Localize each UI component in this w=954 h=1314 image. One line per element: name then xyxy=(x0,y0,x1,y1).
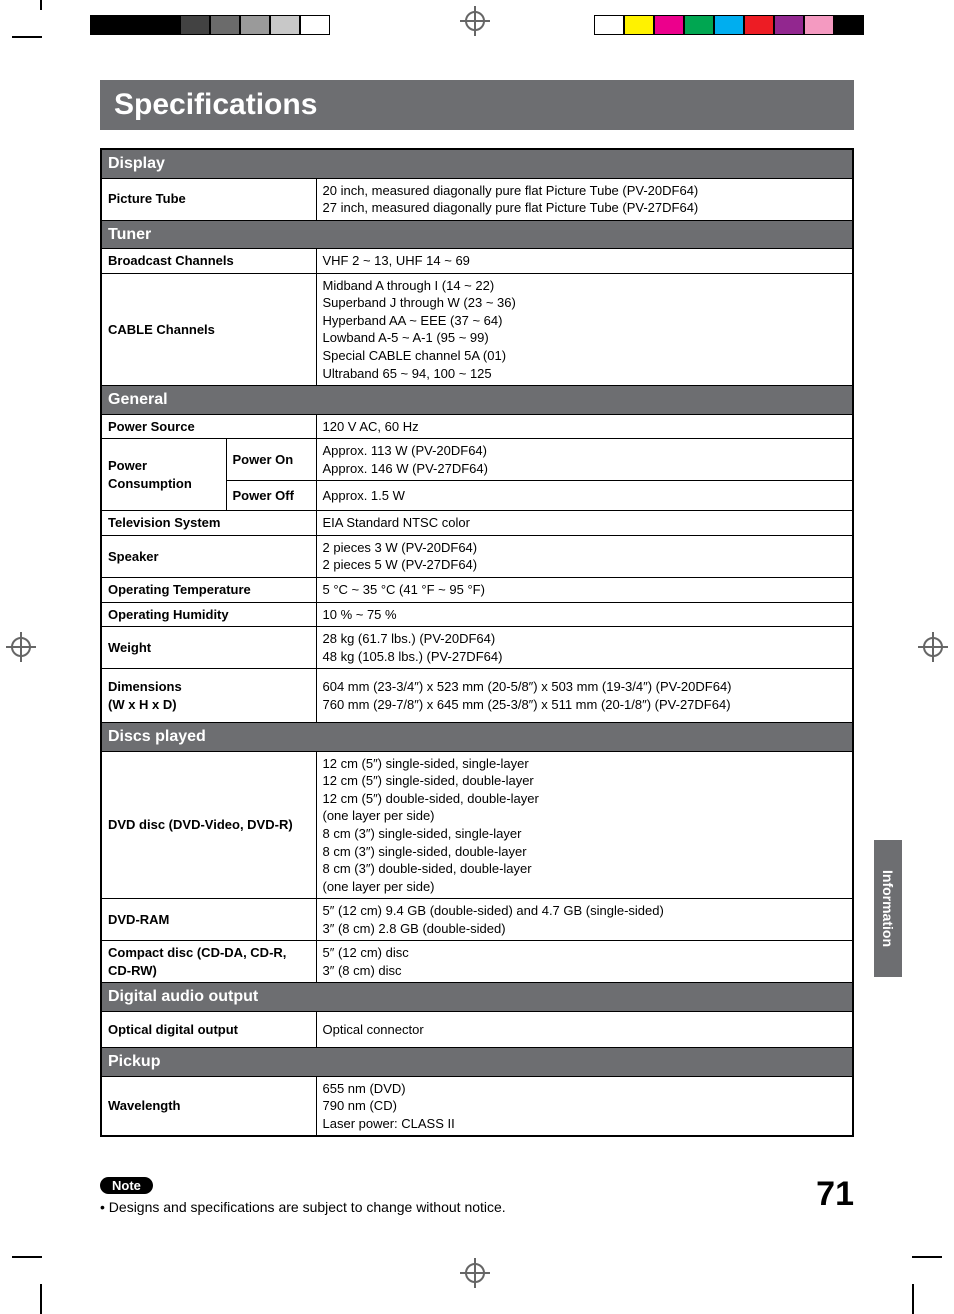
reg-cross-bottom xyxy=(460,1258,490,1288)
color-blocks xyxy=(594,15,864,35)
spec-label: Optical digital output xyxy=(101,1011,316,1047)
page-number: 71 xyxy=(816,1175,854,1214)
spec-table: DisplayPicture Tube20 inch, measured dia… xyxy=(100,148,854,1137)
spec-label: DVD-RAM xyxy=(101,899,316,941)
page-content: Specifications DisplayPicture Tube20 inc… xyxy=(100,80,854,1214)
spec-label: Picture Tube xyxy=(101,178,316,220)
spec-label: DVD disc (DVD-Video, DVD-R) xyxy=(101,751,316,898)
page-title: Specifications xyxy=(100,80,854,130)
spec-value: 5″ (12 cm) disc3″ (8 cm) disc xyxy=(316,941,853,983)
spec-value: 655 nm (DVD)790 nm (CD)Laser power: CLAS… xyxy=(316,1076,853,1136)
spec-label: Broadcast Channels xyxy=(101,249,316,274)
spec-value: 120 V AC, 60 Hz xyxy=(316,414,853,439)
spec-value: EIA Standard NTSC color xyxy=(316,511,853,536)
spec-value: VHF 2 ~ 13, UHF 14 ~ 69 xyxy=(316,249,853,274)
spec-label: Operating Humidity xyxy=(101,602,316,627)
side-tab-information: Information xyxy=(874,840,902,977)
section-header: Display xyxy=(101,149,853,178)
spec-value: 5″ (12 cm) 9.4 GB (double-sided) and 4.7… xyxy=(316,899,853,941)
reg-cross-top xyxy=(460,6,490,36)
spec-sublabel: Power Off xyxy=(226,481,316,511)
spec-value: Optical connector xyxy=(316,1011,853,1047)
spec-value: Midband A through I (14 ~ 22)Superband J… xyxy=(316,273,853,385)
spec-label: Weight xyxy=(101,627,316,669)
spec-label: Compact disc (CD-DA, CD-R, CD-RW) xyxy=(101,941,316,983)
spec-label: Speaker xyxy=(101,535,316,577)
reg-cross-left xyxy=(6,632,36,662)
note-text: • Designs and specifications are subject… xyxy=(100,1199,854,1215)
gray-scale-blocks xyxy=(90,15,330,35)
spec-value: 2 pieces 3 W (PV-20DF64)2 pieces 5 W (PV… xyxy=(316,535,853,577)
crop-mark-bl xyxy=(40,1246,80,1286)
spec-label: Power Source xyxy=(101,414,316,439)
spec-value: 604 mm (23-3/4″) x 523 mm (20-5/8″) x 50… xyxy=(316,669,853,723)
spec-label: Operating Temperature xyxy=(101,577,316,602)
spec-value: 28 kg (61.7 lbs.) (PV-20DF64)48 kg (105.… xyxy=(316,627,853,669)
crop-mark-br xyxy=(874,1246,914,1286)
spec-value: 12 cm (5″) single-sided, single-layer12 … xyxy=(316,751,853,898)
spec-sublabel: Power On xyxy=(226,439,316,481)
spec-label: Wavelength xyxy=(101,1076,316,1136)
spec-label: Power Consumption xyxy=(101,439,226,511)
section-header: Digital audio output xyxy=(101,983,853,1012)
section-header: Pickup xyxy=(101,1047,853,1076)
spec-value: 20 inch, measured diagonally pure flat P… xyxy=(316,178,853,220)
spec-value: Approx. 1.5 W xyxy=(316,481,853,511)
spec-value: 5 °C ~ 35 °C (41 °F ~ 95 °F) xyxy=(316,577,853,602)
spec-label: Television System xyxy=(101,511,316,536)
section-header: Discs played xyxy=(101,723,853,752)
spec-value: Approx. 113 W (PV-20DF64)Approx. 146 W (… xyxy=(316,439,853,481)
spec-label: CABLE Channels xyxy=(101,273,316,385)
section-header: Tuner xyxy=(101,220,853,249)
note-pill: Note xyxy=(100,1177,153,1194)
spec-label: Dimensions(W x H x D) xyxy=(101,669,316,723)
reg-cross-right xyxy=(918,632,948,662)
spec-value: 10 % ~ 75 % xyxy=(316,602,853,627)
crop-mark-tl xyxy=(40,8,80,48)
section-header: General xyxy=(101,386,853,415)
